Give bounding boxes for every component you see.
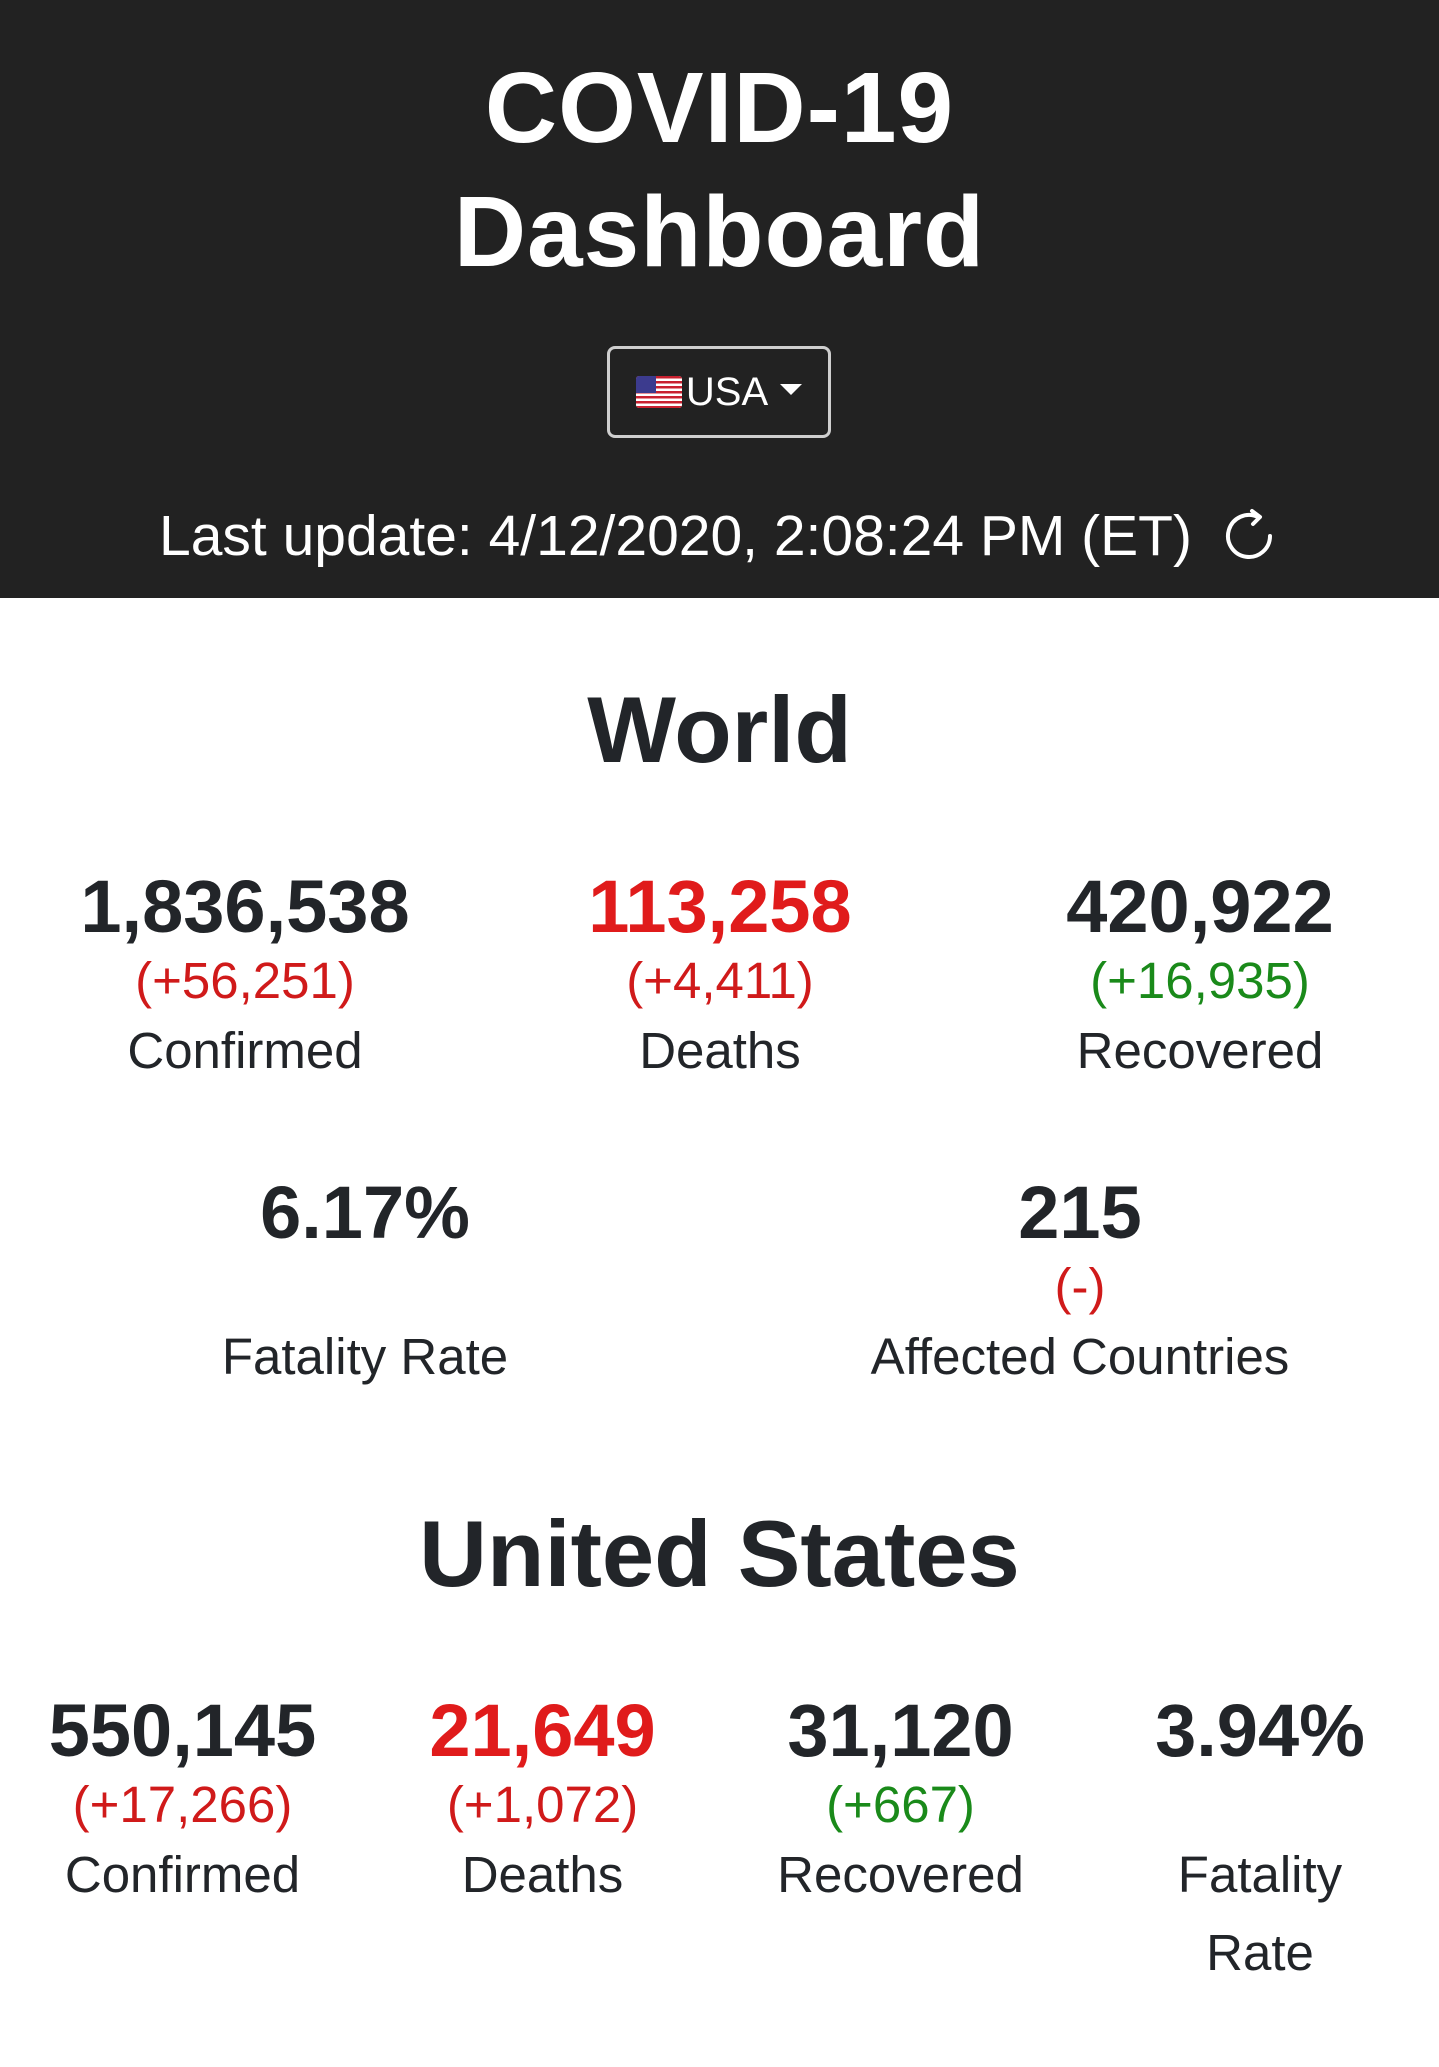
world-affected-countries-label: Affected Countries xyxy=(870,1328,1290,1385)
last-update: Last update: 4/12/2020, 2:08:24 PM (ET) xyxy=(0,496,1439,576)
us-fatality-rate-label-line-1: Fatality xyxy=(1177,1846,1343,1903)
world-confirmed-stat: 1,836,538 (+56,251) Confirmed xyxy=(40,864,450,1090)
us-confirmed-delta: (+17,266) xyxy=(72,1776,293,1833)
world-affected-countries-value: 215 xyxy=(1018,1171,1142,1254)
caret-down-icon xyxy=(780,383,803,395)
us-recovered-delta: (+667) xyxy=(826,1776,975,1833)
world-confirmed-value: 1,836,538 xyxy=(80,865,410,948)
world-deaths-value: 113,258 xyxy=(588,865,852,948)
last-update-text: Last update: 4/12/2020, 2:08:24 PM (ET) xyxy=(159,504,1192,568)
us-confirmed-stat: 550,145 (+17,266) Confirmed xyxy=(20,1688,345,1914)
world-deaths-stat: 113,258 (+4,411) Deaths xyxy=(515,864,925,1090)
world-confirmed-label: Confirmed xyxy=(127,1022,363,1079)
world-recovered-label: Recovered xyxy=(1076,1022,1324,1079)
world-fatality-rate-label: Fatality Rate xyxy=(221,1328,509,1385)
us-recovered-value: 31,120 xyxy=(787,1689,1014,1772)
us-deaths-delta: (+1,072) xyxy=(446,1776,639,1833)
world-recovered-value: 420,922 xyxy=(1066,865,1334,948)
world-fatality-rate-value: 6.17% xyxy=(260,1171,470,1254)
world-deaths-delta: (+4,411) xyxy=(626,952,814,1009)
title-line-2: Dashboard xyxy=(453,176,986,288)
world-confirmed-delta: (+56,251) xyxy=(135,952,355,1009)
us-fatality-rate-label-line-2: Rate xyxy=(1206,1924,1314,1981)
title-line-1: COVID-19 xyxy=(484,52,955,164)
world-affected-countries-delta: (-) xyxy=(1054,1258,1106,1315)
refresh-icon[interactable] xyxy=(1218,505,1280,567)
country-select[interactable]: USA xyxy=(607,346,831,438)
world-fatality-rate-stat: 6.17% Fatality Rate xyxy=(160,1170,570,1396)
world-section-title: World xyxy=(587,677,852,782)
us-deaths-label: Deaths xyxy=(461,1846,624,1903)
us-fatality-rate-value: 3.94% xyxy=(1155,1689,1365,1772)
us-recovered-label: Recovered xyxy=(777,1846,1024,1903)
country-select-label: USA xyxy=(685,369,769,414)
world-recovered-delta: (+16,935) xyxy=(1090,952,1310,1009)
page-title: COVID-19 Dashboard xyxy=(0,46,1439,294)
us-flag-icon xyxy=(635,376,682,408)
us-fatality-rate-stat: 3.94% Fatality Rate xyxy=(1100,1688,1420,1992)
world-deaths-label: Deaths xyxy=(639,1022,801,1079)
us-section-title: United States xyxy=(419,1501,1020,1606)
us-recovered-stat: 31,120 (+667) Recovered xyxy=(738,1688,1063,1914)
world-affected-countries-stat: 215 (-) Affected Countries xyxy=(830,1170,1330,1396)
world-recovered-stat: 420,922 (+16,935) Recovered xyxy=(995,864,1405,1090)
header: COVID-19 Dashboard USA xyxy=(0,0,1439,598)
us-deaths-stat: 21,649 (+1,072) Deaths xyxy=(380,1688,705,1914)
us-confirmed-label: Confirmed xyxy=(64,1846,301,1903)
us-confirmed-value: 550,145 xyxy=(48,1689,317,1772)
us-deaths-value: 21,649 xyxy=(429,1689,656,1772)
